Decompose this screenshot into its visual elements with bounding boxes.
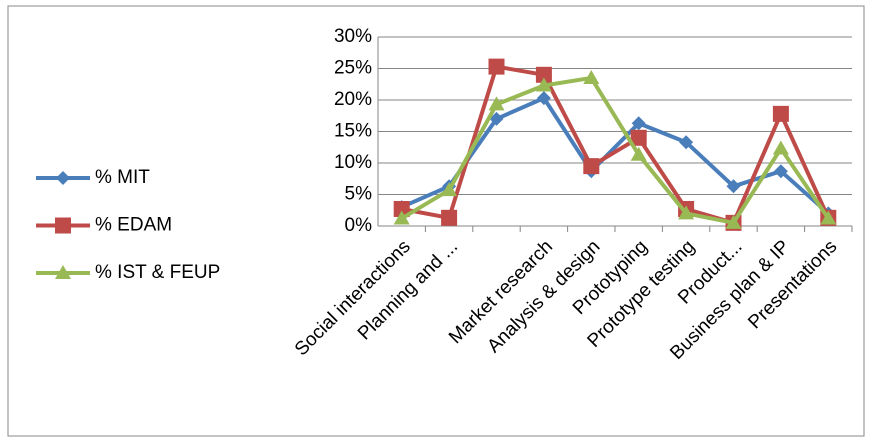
series-line bbox=[401, 64, 831, 225]
marker bbox=[393, 200, 410, 217]
marker bbox=[583, 158, 600, 175]
marker bbox=[489, 111, 504, 126]
legend-label: % EDAM bbox=[95, 215, 172, 236]
y-tick-label: 10% bbox=[334, 152, 372, 173]
marker bbox=[725, 214, 742, 229]
marker bbox=[535, 77, 552, 92]
marker bbox=[678, 205, 695, 220]
marker bbox=[488, 58, 505, 75]
marker bbox=[773, 164, 788, 179]
marker bbox=[772, 140, 789, 155]
marker bbox=[393, 210, 410, 225]
y-tick-label: 0% bbox=[345, 215, 373, 236]
marker bbox=[630, 129, 647, 146]
marker bbox=[441, 209, 458, 226]
y-tick-label: 5% bbox=[345, 184, 373, 205]
marker bbox=[726, 179, 741, 194]
marker bbox=[488, 96, 505, 111]
series-line bbox=[400, 75, 830, 225]
legend-marker bbox=[55, 217, 71, 234]
marker bbox=[583, 69, 600, 84]
legend-label: % MIT bbox=[95, 167, 150, 188]
series-line bbox=[400, 96, 830, 215]
legend-marker bbox=[56, 171, 70, 185]
y-tick-label: 25% bbox=[334, 58, 372, 79]
legend-marker bbox=[55, 265, 71, 279]
marker bbox=[772, 105, 789, 122]
y-tick-label: 20% bbox=[334, 89, 372, 110]
legend-label: % IST & FEUP bbox=[95, 262, 220, 283]
marker bbox=[631, 116, 646, 131]
marker bbox=[535, 66, 552, 83]
marker bbox=[536, 91, 551, 106]
marker bbox=[441, 182, 458, 197]
marker bbox=[630, 146, 647, 161]
marker bbox=[679, 135, 694, 150]
marker bbox=[820, 210, 837, 225]
y-tick-label: 30% bbox=[334, 26, 372, 47]
y-tick-label: 15% bbox=[334, 121, 372, 142]
